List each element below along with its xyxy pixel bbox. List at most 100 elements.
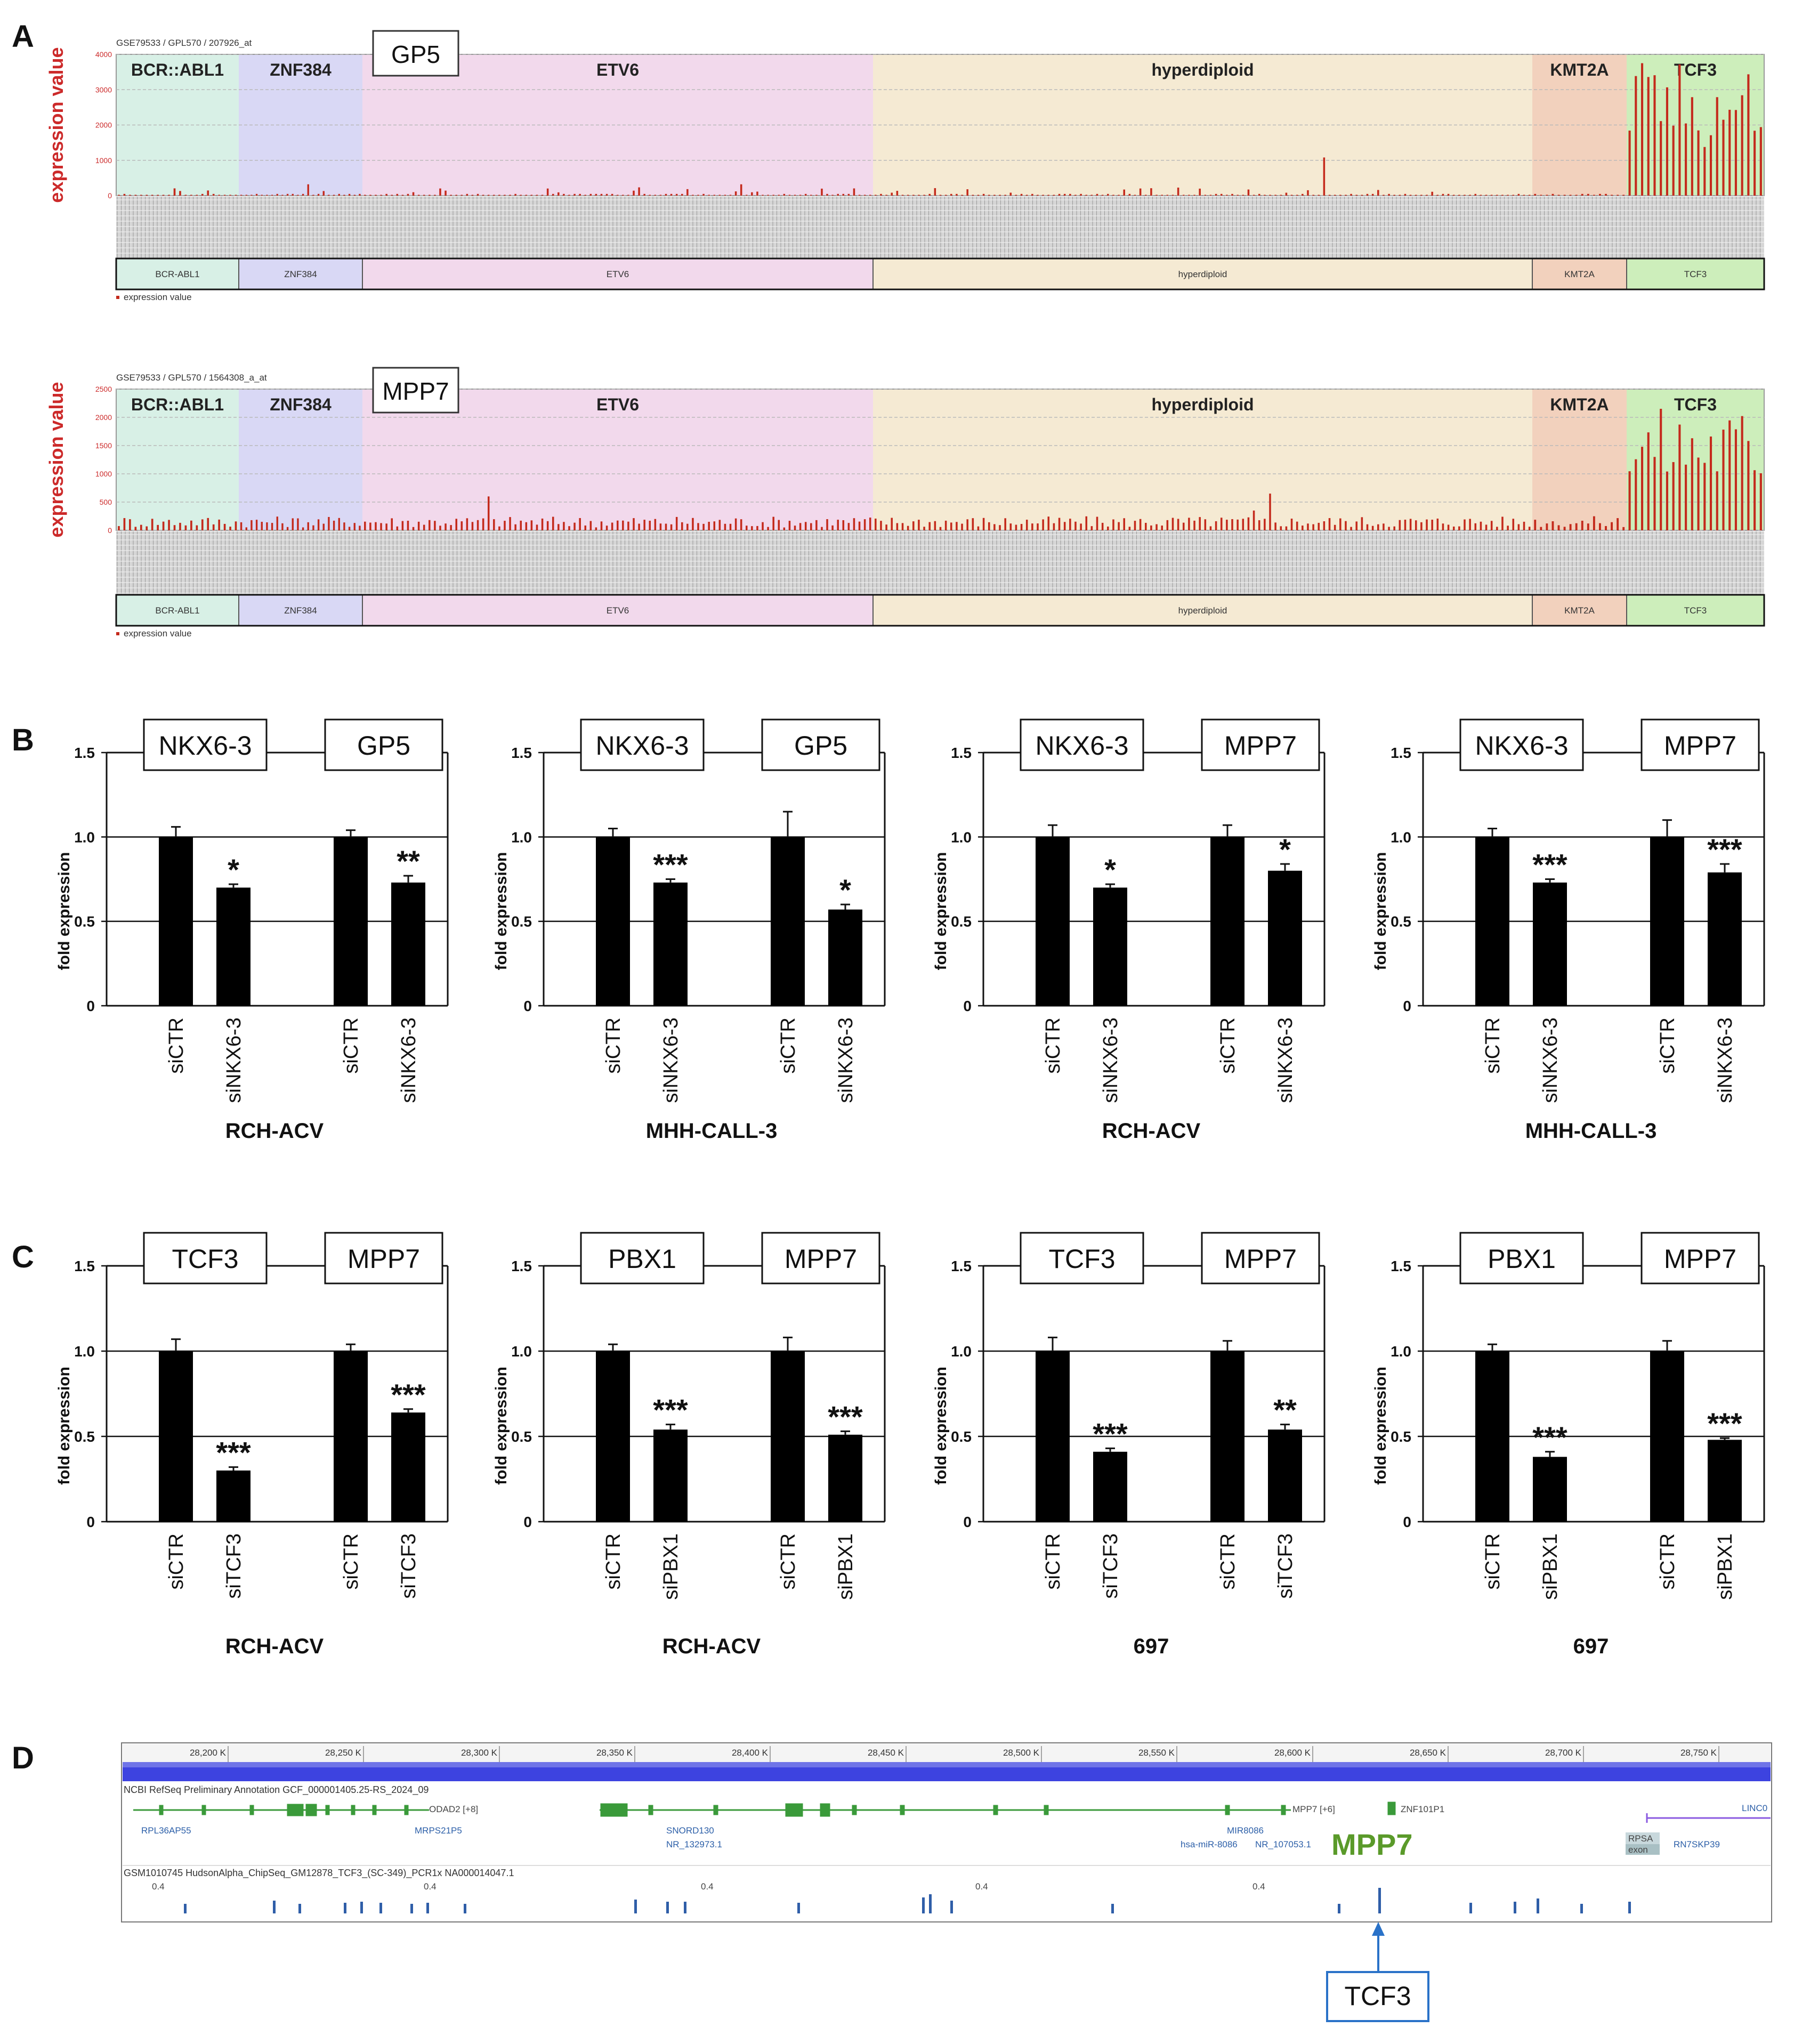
expression-bar — [1237, 519, 1239, 530]
cell-line-label: RCH-ACV — [225, 1635, 324, 1658]
expression-bar — [649, 520, 651, 530]
category-label: siNKX6-3 — [1714, 1017, 1736, 1103]
expression-bar — [1269, 494, 1271, 530]
y-tick-label: 0 — [1403, 998, 1411, 1014]
expression-bar — [333, 195, 335, 196]
expression-bar — [245, 195, 247, 196]
bar-chart-nkx6-3-mpp7: 1.5 1.0 0.5 0 fold expression NKX6-3 MPP7 siCTR… — [1372, 718, 1765, 1143]
expression-bar — [1540, 195, 1542, 196]
expression-bar — [804, 193, 807, 196]
chip-peaks — [184, 1888, 1631, 1913]
y-axis-label: fold expression — [1372, 852, 1389, 971]
category-label: siCTR — [1482, 1017, 1504, 1074]
geo-source-label: GSE79533 / GPL570 / 1564308_a_at — [116, 373, 267, 383]
expression-bar — [417, 521, 420, 530]
expression-bar — [1436, 518, 1439, 530]
expression-bar — [1703, 463, 1706, 530]
label-rn7skp39: RN7SKP39 — [1674, 1839, 1720, 1849]
bar — [1708, 872, 1742, 1006]
expression-bar — [837, 193, 839, 196]
peak-scale-label: 0.4 — [152, 1881, 165, 1892]
expression-bar — [1328, 195, 1331, 196]
expression-bar — [993, 195, 996, 196]
expression-bar — [1188, 195, 1190, 196]
chip-peak — [1580, 1904, 1583, 1913]
bar-chart-pbx1-mpp7: 1.5 1.0 0.5 0 fold expression PBX1 MPP7 siCTR **… — [492, 1232, 886, 1658]
expression-bar — [207, 518, 209, 530]
y-tick-label: 1.5 — [1391, 1258, 1411, 1274]
expression-bar — [1264, 519, 1266, 530]
expression-bar — [498, 526, 500, 530]
expression-bar — [493, 195, 495, 196]
expression-bar — [343, 522, 345, 530]
bar — [1708, 1440, 1742, 1522]
expression-bar — [1409, 519, 1412, 530]
expression-bar — [312, 525, 314, 530]
bar — [1475, 1351, 1509, 1522]
group-label: ETV6 — [596, 60, 639, 79]
category-label: siCTR — [777, 1017, 799, 1074]
expression-bar — [1672, 125, 1675, 196]
expression-bar — [1420, 522, 1423, 530]
expression-bar — [129, 195, 131, 196]
annotation-track-label: NCBI RefSeq Preliminary Annotation GCF_0… — [124, 1784, 429, 1796]
expression-bar — [207, 190, 209, 196]
expression-bar — [729, 523, 732, 530]
strip-label: BCR-ABL1 — [155, 605, 199, 616]
expression-bar — [665, 523, 667, 530]
expression-bar — [665, 193, 667, 196]
expression-bar — [1404, 193, 1407, 196]
expression-bar — [1452, 526, 1455, 530]
expression-bar — [412, 527, 415, 530]
peak-scale-label: 0.4 — [1252, 1881, 1265, 1892]
y-axis-label: fold expression — [932, 852, 950, 971]
expression-bar — [493, 519, 495, 530]
expression-bar — [460, 521, 463, 530]
expression-bar — [1204, 519, 1207, 530]
expression-bar — [1274, 195, 1276, 196]
peak-scale-label: 0.4 — [701, 1881, 714, 1892]
expression-bar — [1209, 526, 1212, 530]
expression-bar — [1635, 459, 1637, 530]
expression-bar — [190, 195, 192, 196]
expression-bar — [162, 195, 165, 196]
expression-bar — [778, 195, 780, 196]
expression-bar — [568, 195, 570, 196]
expression-bar — [1037, 523, 1039, 530]
category-label: siPBX1 — [1714, 1533, 1736, 1600]
bar — [216, 887, 250, 1006]
bar — [653, 1429, 688, 1522]
y-tick-label: 1.0 — [511, 1343, 532, 1360]
y-tick-label: 1.0 — [951, 829, 972, 845]
expression-bar — [1226, 520, 1228, 530]
y-tick-label: 0.5 — [74, 1428, 95, 1445]
expression-bar — [423, 195, 425, 196]
expression-bar — [880, 193, 882, 196]
y-tick-label: 0.5 — [951, 914, 972, 930]
expression-bar — [1546, 195, 1548, 196]
expression-bar — [552, 516, 554, 530]
expression-bar — [471, 522, 474, 530]
expression-bar — [1193, 520, 1195, 530]
expression-bar — [756, 526, 758, 530]
expression-bar — [1090, 195, 1093, 196]
expression-bar — [1080, 193, 1082, 196]
expression-bar — [1312, 195, 1314, 196]
expression-bar — [638, 187, 640, 196]
expression-bar — [1220, 193, 1223, 196]
target-gene-box — [1641, 1232, 1760, 1284]
y-tick-label: 1.0 — [74, 1343, 95, 1360]
expression-bar — [923, 527, 925, 530]
expression-bar — [140, 524, 142, 530]
expression-bar — [1741, 95, 1743, 196]
expression-bar — [1501, 516, 1504, 530]
expression-bar — [762, 522, 764, 530]
expression-bar — [1420, 195, 1423, 196]
chip-peak — [360, 1902, 363, 1913]
significance-label: *** — [1707, 1407, 1742, 1440]
expression-bar — [1161, 526, 1163, 530]
expression-bar — [912, 521, 915, 530]
expression-bar — [1404, 520, 1407, 530]
expression-bar — [692, 195, 694, 196]
